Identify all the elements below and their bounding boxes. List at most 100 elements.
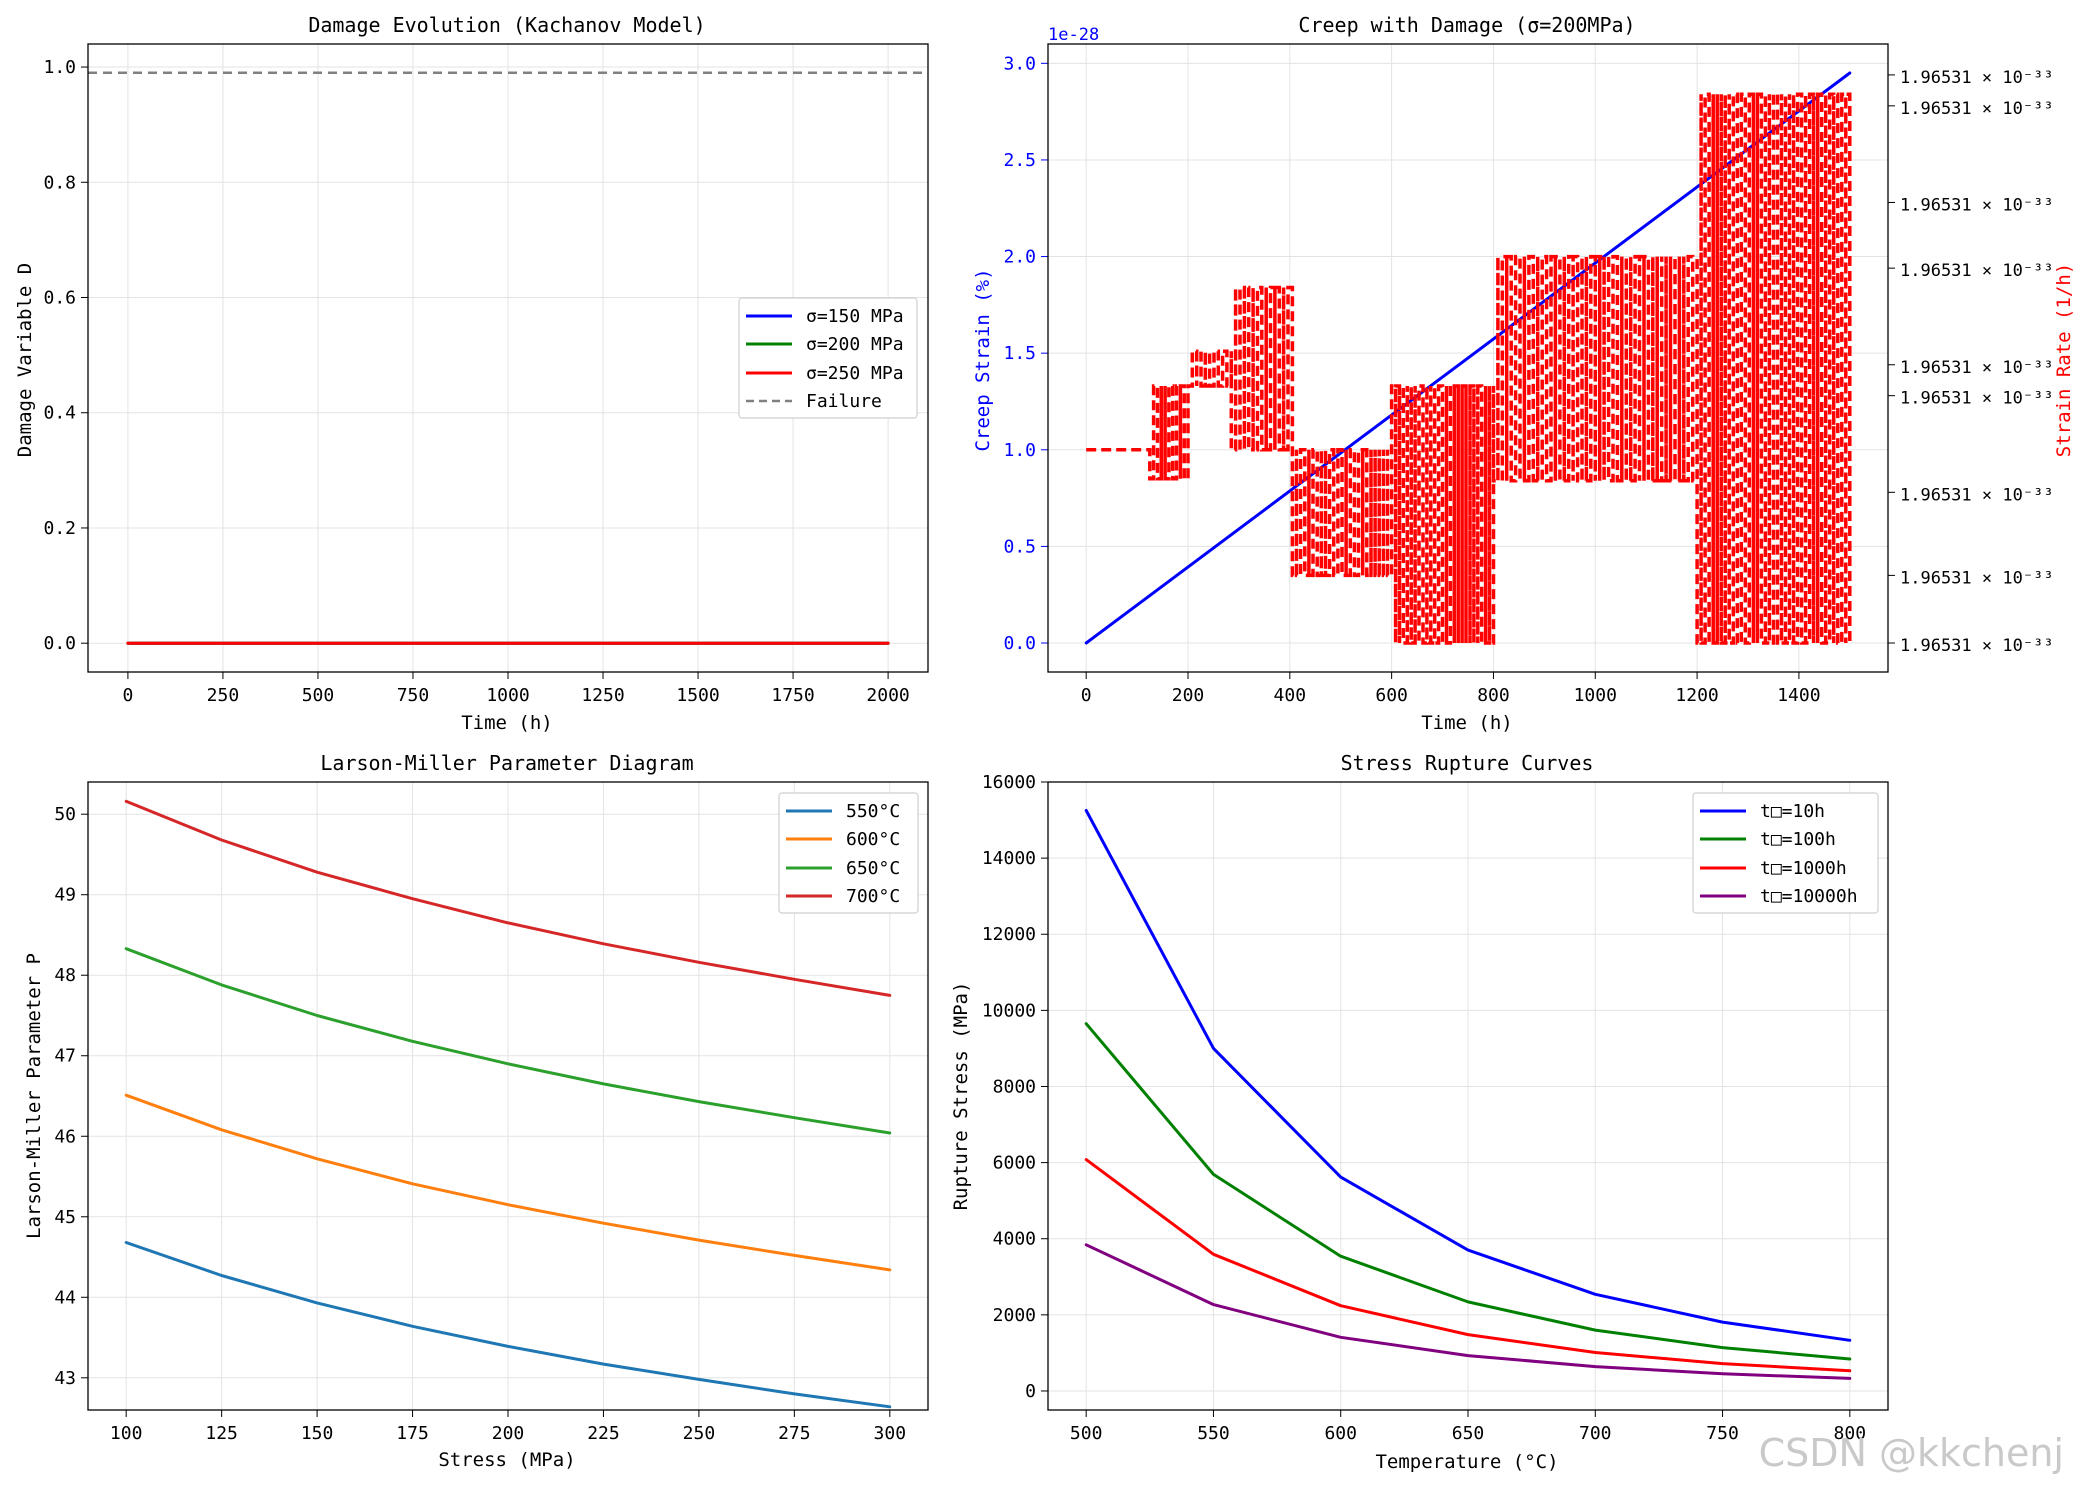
y-tick-label: 2.5 [1003, 150, 1036, 171]
y-tick-label: 16000 [982, 772, 1036, 793]
x-tick-label: 300 [874, 1423, 907, 1444]
x-tick-label: 550 [1197, 1423, 1230, 1444]
x-tick-label: 0 [122, 685, 133, 706]
legend-entry: t□=1000h [1760, 858, 1847, 879]
y2-tick-label: 1.96531 × 10⁻³³ [1900, 261, 2054, 281]
x-axis-label: Stress (MPa) [438, 1449, 575, 1471]
series-line [124, 799, 892, 997]
y-tick-label: 45 [54, 1207, 76, 1228]
plot-series [1084, 71, 1852, 645]
y2-tick-label: 1.96531 × 10⁻³³ [1900, 99, 2054, 119]
x-axis-label: Temperature (°C) [1375, 1451, 1558, 1473]
axis-ticks: 100 125 150 175 200 225 250 275 300 43 44 45 46 47 48 4… [54, 804, 906, 1444]
series-line [124, 1241, 892, 1409]
x-tick-label: 225 [587, 1423, 620, 1444]
legend-entry: 700°C [846, 886, 900, 907]
panel-larson-miller: Larson-Miller Parameter Diagram Stress (… [23, 751, 929, 1471]
y-tick-label: 44 [54, 1287, 76, 1308]
x-tick-label: 175 [396, 1423, 429, 1444]
y-tick-label: 1.5 [1003, 343, 1036, 364]
y2-tick-label: 1.96531 × 10⁻³³ [1900, 358, 2054, 378]
x-tick-label: 750 [397, 685, 430, 706]
x-tick-label: 650 [1452, 1423, 1485, 1444]
y-tick-label: 14000 [982, 848, 1036, 869]
series-line [1084, 1243, 1852, 1380]
legend: σ=150 MPa σ=200 MPa σ=250 MPa Failure [738, 297, 918, 419]
y2-tick-label: 1.96531 × 10⁻³³ [1900, 195, 2054, 215]
y-tick-label: 43 [54, 1368, 76, 1389]
y-tick-label: 48 [54, 965, 76, 986]
legend-entry: σ=250 MPa [806, 363, 904, 384]
plot-frame [87, 781, 929, 1411]
x-tick-label: 1400 [1777, 685, 1820, 706]
x-tick-label: 100 [110, 1423, 143, 1444]
y-tick-label: 4000 [993, 1229, 1036, 1250]
legend-entry: σ=200 MPa [806, 334, 904, 355]
y-axis-label: Larson-Miller Parameter P [23, 953, 45, 1239]
legend-box [738, 297, 918, 419]
x-tick-label: 1500 [676, 685, 719, 706]
x-tick-label: 500 [302, 685, 335, 706]
y-tick-label: 50 [54, 804, 76, 825]
y-tick-label: 0.8 [43, 172, 76, 193]
chart-title: Creep with Damage (σ=200MPa) [1298, 13, 1635, 37]
y2-tick-label: 1.96531 × 10⁻³³ [1900, 68, 2054, 88]
legend-entry: t□=10000h [1760, 886, 1858, 907]
plot-frame [87, 43, 929, 673]
y-tick-label: 46 [54, 1126, 76, 1147]
y-tick-label: 0.5 [1003, 536, 1036, 557]
x-tick-label: 800 [1834, 1423, 1867, 1444]
y-axis-label: Creep Strain (%) [972, 268, 994, 451]
legend-box [1692, 792, 1879, 914]
y-tick-label: 47 [54, 1046, 76, 1067]
y2-tick-label: 1.96531 × 10⁻³³ [1900, 568, 2054, 588]
y2-axis-label: Strain Rate (1/h) [2053, 263, 2075, 457]
y-axis-label: Damage Variable D [14, 263, 36, 457]
x-tick-label: 600 [1375, 685, 1408, 706]
y-tick-label: 0.0 [1003, 633, 1036, 654]
plot-frame [1047, 43, 1889, 673]
x-tick-label: 150 [301, 1423, 334, 1444]
series-line [1084, 1158, 1852, 1373]
legend: 550°C 600°C 650°C 700°C [778, 792, 919, 914]
plot-series [1084, 809, 1852, 1380]
y2-tick-label: 1.96531 × 10⁻³³ [1900, 389, 2054, 409]
y-axis-label: Rupture Stress (MPa) [950, 982, 972, 1211]
x-tick-label: 250 [207, 685, 240, 706]
x-tick-label: 275 [778, 1423, 811, 1444]
axis-ticks: 0 200 400 600 800 1000 1200 1400 0.0 0.5 1.0 1.5 2.0… [1003, 53, 2053, 706]
plot-series [124, 799, 892, 1409]
legend-entry: 650°C [846, 858, 900, 879]
y-tick-label: 10000 [982, 1000, 1036, 1021]
legend: t□=10h t□=100h t□=1000h t□=10000h [1692, 792, 1879, 914]
y-tick-label: 2000 [993, 1305, 1036, 1326]
x-tick-label: 250 [683, 1423, 716, 1444]
x-tick-label: 125 [205, 1423, 238, 1444]
y-tick-label: 6000 [993, 1153, 1036, 1174]
legend-entry: Failure [806, 391, 882, 412]
series-line [124, 1093, 892, 1272]
chart-title: Stress Rupture Curves [1341, 751, 1594, 775]
y-tick-label: 1.0 [43, 57, 76, 78]
y-tick-label: 49 [54, 885, 76, 906]
y-tick-label: 2.0 [1003, 247, 1036, 268]
x-tick-label: 400 [1274, 685, 1307, 706]
x-tick-label: 800 [1477, 685, 1510, 706]
chart-title: Damage Evolution (Kachanov Model) [308, 13, 705, 37]
axis-ticks: 500 550 600 650 700 750 8000200040006000800010… [982, 772, 1866, 1444]
panel-damage-evolution: Damage Evolution (Kachanov Model) Time (… [14, 13, 929, 734]
axis-ticks: 0 250 500 750 1000 1250 1500 1750 2000 0.0 0.2 0.4 0… [43, 57, 909, 706]
y-tick-label: 0.6 [43, 288, 76, 309]
series-line [124, 947, 892, 1135]
x-tick-label: 200 [1172, 685, 1205, 706]
panel-creep-with-damage: Creep with Damage (σ=200MPa) 1e-28 Time … [972, 13, 2075, 734]
x-tick-label: 750 [1706, 1423, 1739, 1444]
legend-entry: t□=100h [1760, 829, 1836, 850]
legend-entry: σ=150 MPa [806, 306, 904, 327]
x-axis-label: Time (h) [461, 712, 553, 734]
x-tick-label: 500 [1070, 1423, 1103, 1444]
x-tick-label: 1000 [486, 685, 529, 706]
y-tick-label: 0 [1025, 1381, 1036, 1402]
x-tick-label: 1000 [1574, 685, 1617, 706]
